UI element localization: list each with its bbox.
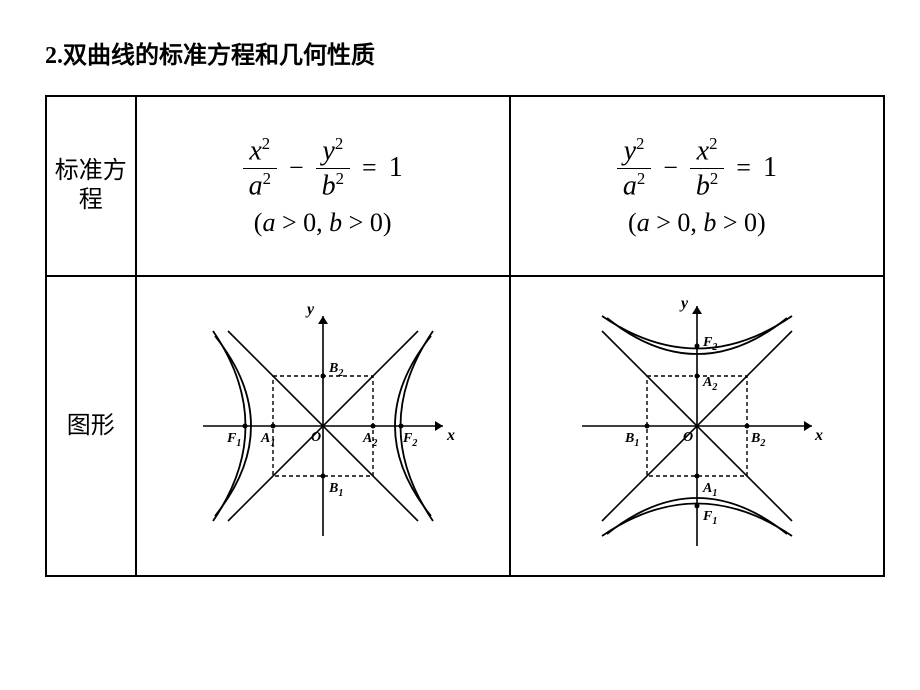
svg-text:A1: A1	[702, 481, 717, 499]
properties-table: 标准方程 x2 a2 − y2 b2	[45, 95, 885, 577]
svg-text:F2: F2	[702, 335, 717, 353]
svg-text:A1: A1	[260, 431, 275, 449]
svg-text:O: O	[683, 430, 693, 445]
svg-text:F1: F1	[702, 509, 717, 527]
svg-text:B1: B1	[624, 431, 639, 449]
figure-cell-1: x y O F1 F2 A1 A2 B1 B2	[136, 276, 510, 576]
svg-text:A2: A2	[362, 431, 377, 449]
svg-text:y: y	[679, 295, 689, 312]
y-axis-label: y	[305, 301, 315, 318]
svg-text:F1: F1	[226, 431, 241, 449]
svg-text:F2: F2	[402, 431, 417, 449]
equation-cell-1: x2 a2 − y2 b2 = 1 (	[136, 96, 510, 276]
svg-text:B2: B2	[750, 431, 765, 449]
page-title: 2.双曲线的标准方程和几何性质	[40, 35, 880, 70]
figure-cell-2: x y O F2 F1 A2 A1 B1 B2	[510, 276, 884, 576]
svg-text:A2: A2	[702, 375, 717, 393]
row-header-figure: 图形	[46, 276, 136, 576]
hyperbola-horizontal-svg: x y O F1 F2 A1 A2 B1 B2	[183, 296, 463, 556]
svg-text:B1: B1	[328, 481, 343, 499]
origin-label: O	[311, 430, 321, 445]
x-axis-label: x	[446, 427, 455, 444]
hyperbola-vertical-svg: x y O F2 F1 A2 A1 B1 B2	[557, 286, 837, 566]
svg-text:x: x	[814, 427, 823, 444]
equation-cell-2: y2 a2 − x2 b2 = 1 (	[510, 96, 884, 276]
row-header-equation: 标准方程	[46, 96, 136, 276]
